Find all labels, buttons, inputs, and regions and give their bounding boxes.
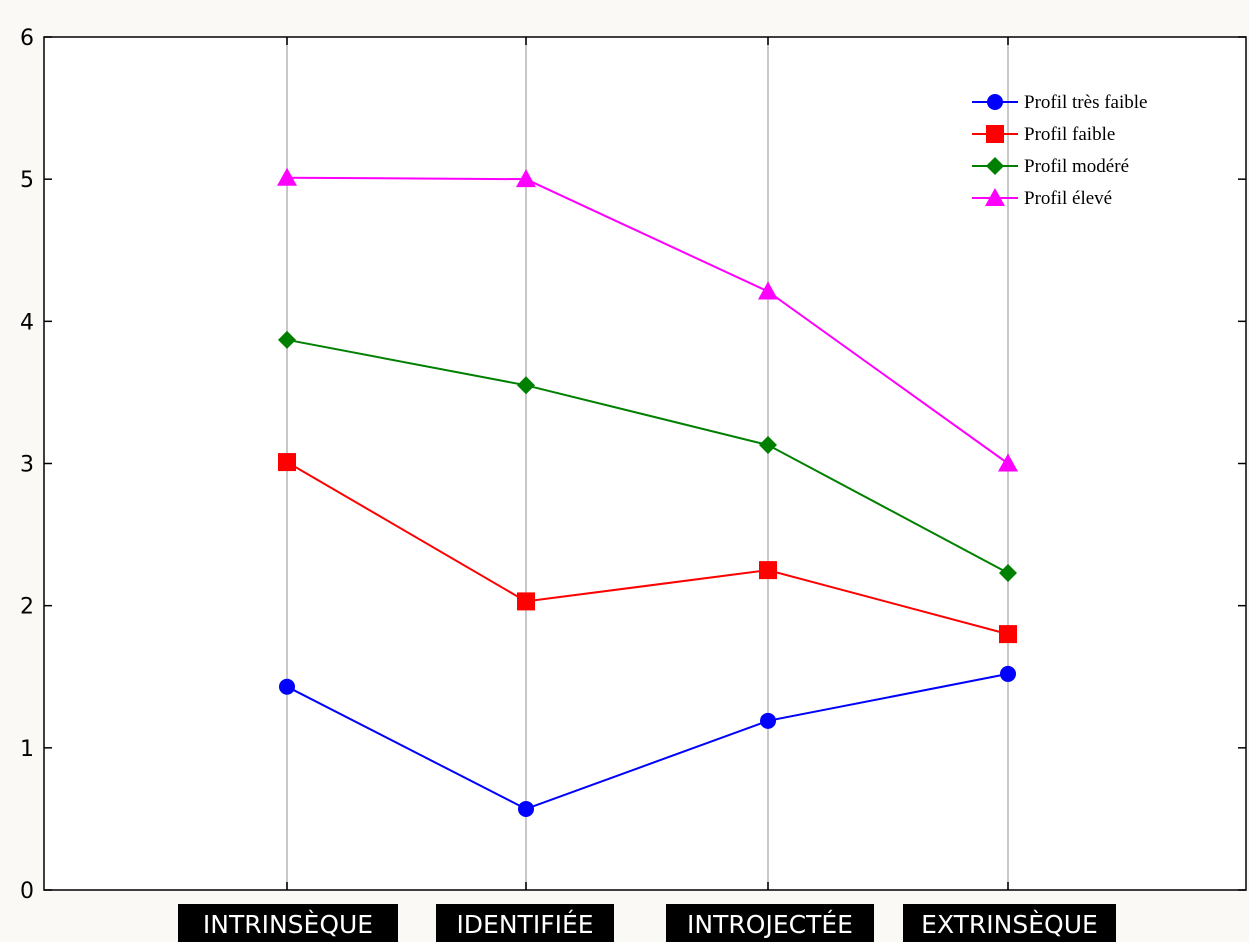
- x-label-text: IDENTIFIÉE: [456, 910, 593, 939]
- series: [278, 330, 1017, 582]
- plot-area: [44, 37, 1246, 890]
- x-label-text: INTRINSÈQUE: [203, 910, 373, 939]
- legend-marker: [986, 125, 1004, 143]
- series-group: [277, 167, 1018, 817]
- x-label-box: [178, 904, 398, 942]
- data-point: [279, 678, 295, 695]
- legend-item: Profil élevé: [972, 188, 1112, 209]
- y-tick-label: 1: [20, 737, 34, 762]
- data-point: [278, 453, 296, 472]
- data-point: [999, 625, 1017, 644]
- data-point: [517, 376, 535, 395]
- x-category-label: EXTRINSÈQUE: [903, 904, 1116, 942]
- x-label-box: [666, 904, 874, 942]
- y-tick-label: 6: [20, 26, 34, 51]
- legend-label: Profil très faible: [1024, 92, 1147, 113]
- x-category-label: IDENTIFIÉE: [436, 904, 614, 942]
- series: [277, 167, 1018, 472]
- data-point: [277, 167, 297, 186]
- series-line: [286, 176, 1009, 465]
- y-tick-label: 2: [20, 595, 34, 620]
- data-point: [759, 436, 777, 455]
- legend-label: Profil élevé: [1024, 188, 1112, 209]
- legend-label: Profil modéré: [1024, 156, 1129, 177]
- series-line: [286, 672, 1009, 811]
- x-label-text: INTROJECTÉE: [687, 910, 853, 939]
- data-point: [278, 330, 296, 349]
- legend-marker: [987, 94, 1003, 110]
- axes: 0 1 2 3 4 5 6: [20, 26, 1246, 904]
- data-point: [517, 592, 535, 611]
- series-line: [286, 461, 1009, 636]
- data-point: [998, 453, 1018, 472]
- x-axis-labels: INTRINSÈQUE IDENTIFIÉE INTROJECTÉE EXTRINSÈ…: [178, 904, 1116, 942]
- x-label-box: [903, 904, 1116, 942]
- data-point: [516, 169, 536, 188]
- data-point: [1000, 665, 1016, 682]
- data-point: [759, 561, 777, 580]
- legend-marker: [985, 188, 1005, 206]
- x-label-box: [436, 904, 614, 942]
- legend-item: Profil très faible: [972, 92, 1147, 113]
- legend-label: Profil faible: [1024, 124, 1115, 145]
- y-tick-label: 3: [20, 453, 34, 478]
- x-category-label: INTROJECTÉE: [666, 904, 874, 942]
- data-point: [758, 281, 778, 300]
- series: [279, 665, 1016, 817]
- series-line: [286, 338, 1009, 574]
- data-point: [518, 800, 534, 817]
- legend-marker: [986, 157, 1004, 175]
- legend: Profil très faible Profil faible Profil mo…: [972, 92, 1147, 209]
- y-tick-label: 5: [20, 168, 34, 193]
- y-tick-label: 0: [20, 879, 34, 904]
- series: [278, 453, 1017, 644]
- legend-item: Profil modéré: [972, 156, 1129, 177]
- data-point: [999, 563, 1017, 582]
- legend-item: Profil faible: [972, 124, 1115, 145]
- x-label-text: EXTRINSÈQUE: [921, 910, 1098, 939]
- x-category-label: INTRINSÈQUE: [178, 904, 398, 942]
- data-point: [760, 712, 776, 729]
- y-tick-label: 4: [20, 310, 34, 335]
